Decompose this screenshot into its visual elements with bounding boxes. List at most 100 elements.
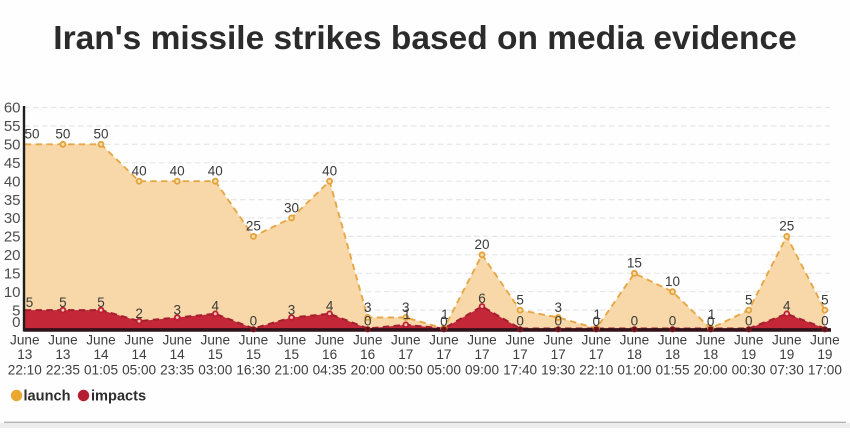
svg-text:June: June (162, 333, 191, 348)
svg-text:June: June (505, 333, 534, 348)
svg-text:14: 14 (170, 347, 186, 362)
svg-text:00:30: 00:30 (732, 362, 766, 377)
svg-text:18: 18 (627, 347, 642, 362)
svg-text:10: 10 (665, 274, 680, 289)
svg-text:June: June (620, 333, 649, 348)
svg-text:03:00: 03:00 (198, 362, 232, 377)
svg-text:50: 50 (93, 127, 108, 142)
svg-text:04:35: 04:35 (313, 362, 347, 377)
svg-text:40: 40 (170, 164, 185, 179)
svg-text:13: 13 (17, 347, 32, 362)
svg-text:05:00: 05:00 (122, 362, 156, 377)
svg-text:0: 0 (440, 314, 448, 329)
svg-text:June: June (696, 333, 725, 348)
svg-text:25: 25 (779, 219, 794, 234)
svg-text:15: 15 (284, 347, 299, 362)
svg-text:45: 45 (4, 155, 21, 172)
svg-text:0: 0 (745, 313, 753, 328)
svg-text:0: 0 (516, 313, 524, 328)
svg-text:17: 17 (436, 347, 451, 362)
svg-text:17: 17 (589, 347, 604, 362)
svg-text:14: 14 (93, 347, 109, 362)
svg-text:17:00: 17:00 (808, 362, 842, 377)
svg-text:5: 5 (745, 292, 753, 307)
svg-text:3: 3 (554, 300, 562, 315)
svg-text:June: June (201, 333, 230, 348)
svg-text:3: 3 (402, 300, 410, 315)
svg-text:01:05: 01:05 (84, 362, 118, 377)
svg-text:0: 0 (669, 313, 677, 328)
svg-text:1: 1 (403, 307, 411, 322)
svg-text:5: 5 (12, 302, 20, 319)
svg-text:June: June (734, 333, 763, 348)
svg-text:01:55: 01:55 (655, 362, 689, 377)
svg-text:June: June (277, 333, 306, 348)
svg-text:20: 20 (4, 247, 21, 264)
svg-text:40: 40 (132, 164, 147, 179)
svg-text:June: June (239, 333, 268, 348)
svg-text:35: 35 (4, 192, 21, 209)
svg-text:June: June (429, 333, 458, 348)
svg-text:40: 40 (322, 164, 337, 179)
svg-text:0: 0 (364, 313, 372, 328)
svg-text:25: 25 (4, 229, 21, 246)
svg-text:19: 19 (817, 347, 832, 362)
svg-text:impacts: impacts (91, 389, 146, 405)
svg-text:June: June (467, 333, 496, 348)
svg-text:1: 1 (441, 307, 449, 322)
svg-text:17:40: 17:40 (503, 362, 537, 377)
svg-text:15: 15 (208, 347, 223, 362)
svg-text:0: 0 (250, 313, 258, 328)
svg-text:07:30: 07:30 (770, 362, 804, 377)
svg-text:1: 1 (708, 307, 716, 322)
svg-text:13: 13 (55, 347, 70, 362)
svg-text:1: 1 (594, 307, 602, 322)
svg-text:3: 3 (173, 302, 181, 317)
svg-text:15: 15 (246, 347, 261, 362)
svg-text:0: 0 (707, 314, 715, 329)
svg-text:3: 3 (364, 300, 372, 315)
svg-text:00:50: 00:50 (389, 362, 423, 377)
svg-text:4: 4 (212, 299, 220, 314)
svg-text:0: 0 (821, 313, 829, 328)
svg-text:20:00: 20:00 (694, 362, 728, 377)
svg-text:June: June (658, 333, 687, 348)
svg-text:June: June (48, 333, 77, 348)
svg-text:25: 25 (246, 219, 261, 234)
svg-text:June: June (391, 333, 420, 348)
svg-text:June: June (543, 333, 572, 348)
svg-text:June: June (582, 333, 611, 348)
svg-text:June: June (772, 333, 801, 348)
svg-text:17: 17 (398, 347, 413, 362)
svg-text:4: 4 (783, 299, 791, 314)
svg-text:17: 17 (474, 347, 489, 362)
svg-text:5: 5 (59, 295, 67, 310)
svg-text:19: 19 (779, 347, 794, 362)
svg-text:23:35: 23:35 (160, 362, 194, 377)
svg-text:14: 14 (132, 347, 148, 362)
svg-text:3: 3 (288, 302, 296, 317)
svg-text:16:30: 16:30 (236, 362, 270, 377)
svg-text:20: 20 (474, 237, 489, 252)
svg-text:0: 0 (631, 313, 639, 328)
svg-text:0: 0 (554, 313, 562, 328)
svg-text:40: 40 (4, 173, 21, 190)
svg-text:22:10: 22:10 (8, 362, 42, 377)
svg-text:June: June (124, 333, 153, 348)
svg-text:5: 5 (26, 295, 34, 310)
svg-text:19: 19 (741, 347, 756, 362)
svg-text:50: 50 (4, 137, 21, 154)
svg-text:19:30: 19:30 (541, 362, 575, 377)
svg-text:22:35: 22:35 (46, 362, 80, 377)
svg-text:launch: launch (24, 389, 71, 405)
svg-text:4: 4 (326, 299, 334, 314)
svg-text:6: 6 (478, 291, 486, 306)
svg-text:55: 55 (4, 118, 21, 135)
svg-text:June: June (353, 333, 382, 348)
svg-text:50: 50 (24, 127, 39, 142)
svg-text:2: 2 (135, 306, 143, 321)
svg-text:01:00: 01:00 (617, 362, 651, 377)
svg-text:18: 18 (665, 347, 680, 362)
svg-text:18: 18 (703, 347, 718, 362)
svg-text:5: 5 (821, 292, 829, 307)
